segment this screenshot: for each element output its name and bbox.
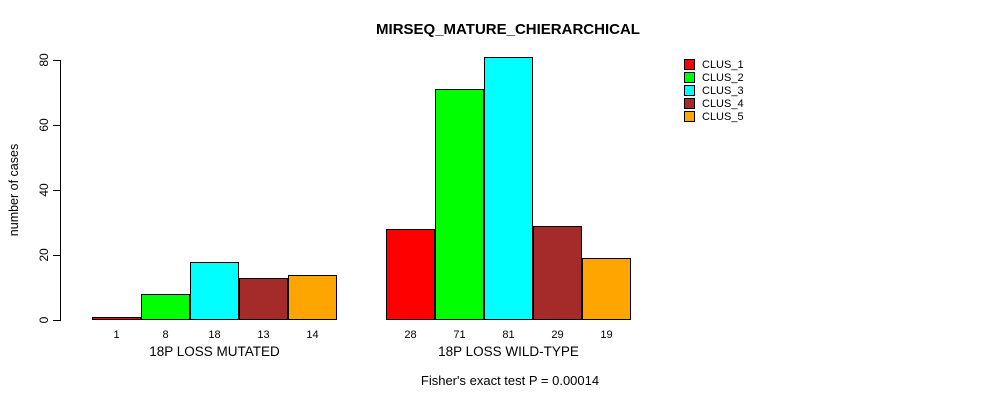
legend-swatch-clus_4 <box>684 98 695 109</box>
legend-label: CLUS_3 <box>702 84 744 97</box>
bar-value-label: 19 <box>600 329 613 341</box>
bar-value-label: 8 <box>162 329 169 341</box>
legend-swatch-clus_3 <box>684 85 695 96</box>
legend-item-clus_1: CLUS_1 <box>684 58 744 71</box>
legend-label: CLUS_1 <box>702 58 744 71</box>
legend-swatch-clus_1 <box>684 59 695 70</box>
bar-clus_2-group2 <box>435 89 484 320</box>
bar-value-label: 1 <box>113 329 120 341</box>
bar-value-label: 29 <box>551 329 564 341</box>
footnote: Fisher's exact test P = 0.00014 <box>420 373 600 388</box>
y-axis-label: number of cases <box>7 143 21 237</box>
y-tick-label: 0 <box>37 316 51 324</box>
legend-item-clus_5: CLUS_5 <box>684 110 744 123</box>
x-group-label: 18P LOSS WILD-TYPE <box>438 344 579 359</box>
y-tick-mark <box>53 60 60 61</box>
bar-clus_1-group1 <box>92 316 141 320</box>
legend-swatch-clus_5 <box>684 111 695 122</box>
x-group-label: 18P LOSS MUTATED <box>149 344 280 359</box>
y-tick-mark <box>53 320 60 321</box>
y-tick-label: 60 <box>37 118 51 132</box>
legend-swatch-clus_2 <box>684 72 695 83</box>
legend-label: CLUS_2 <box>702 71 744 84</box>
legend: CLUS_1 CLUS_2 CLUS_3 CLUS_4 CLUS_5 <box>684 58 744 123</box>
y-tick-mark <box>53 125 60 126</box>
bar-clus_3-group2 <box>484 56 533 320</box>
bar-clus_1-group2 <box>386 229 435 320</box>
legend-item-clus_2: CLUS_2 <box>684 71 744 84</box>
bar-value-label: 14 <box>306 329 319 341</box>
bar-clus_2-group1 <box>141 294 190 320</box>
bar-value-label: 71 <box>453 329 466 341</box>
y-tick-mark <box>53 190 60 191</box>
y-tick-label: 20 <box>37 248 51 262</box>
bar-clus_5-group2 <box>582 258 631 320</box>
bar-value-label: 18 <box>208 329 221 341</box>
legend-item-clus_3: CLUS_3 <box>684 84 744 97</box>
bar-value-label: 13 <box>257 329 270 341</box>
y-tick-label: 40 <box>37 183 51 197</box>
bar-clus_4-group2 <box>533 225 582 320</box>
bar-clus_3-group1 <box>190 261 239 320</box>
bar-value-label: 28 <box>404 329 417 341</box>
legend-item-clus_4: CLUS_4 <box>684 97 744 110</box>
bar-clus_4-group1 <box>239 277 288 320</box>
legend-label: CLUS_4 <box>702 97 744 110</box>
bar-clus_5-group1 <box>288 274 337 320</box>
y-axis-line <box>60 60 61 321</box>
chart-title: MIRSEQ_MATURE_CHIERARCHICAL <box>376 21 640 38</box>
legend-label: CLUS_5 <box>702 110 744 123</box>
y-tick-mark <box>53 255 60 256</box>
bar-value-label: 81 <box>502 329 515 341</box>
y-tick-label: 80 <box>37 53 51 67</box>
